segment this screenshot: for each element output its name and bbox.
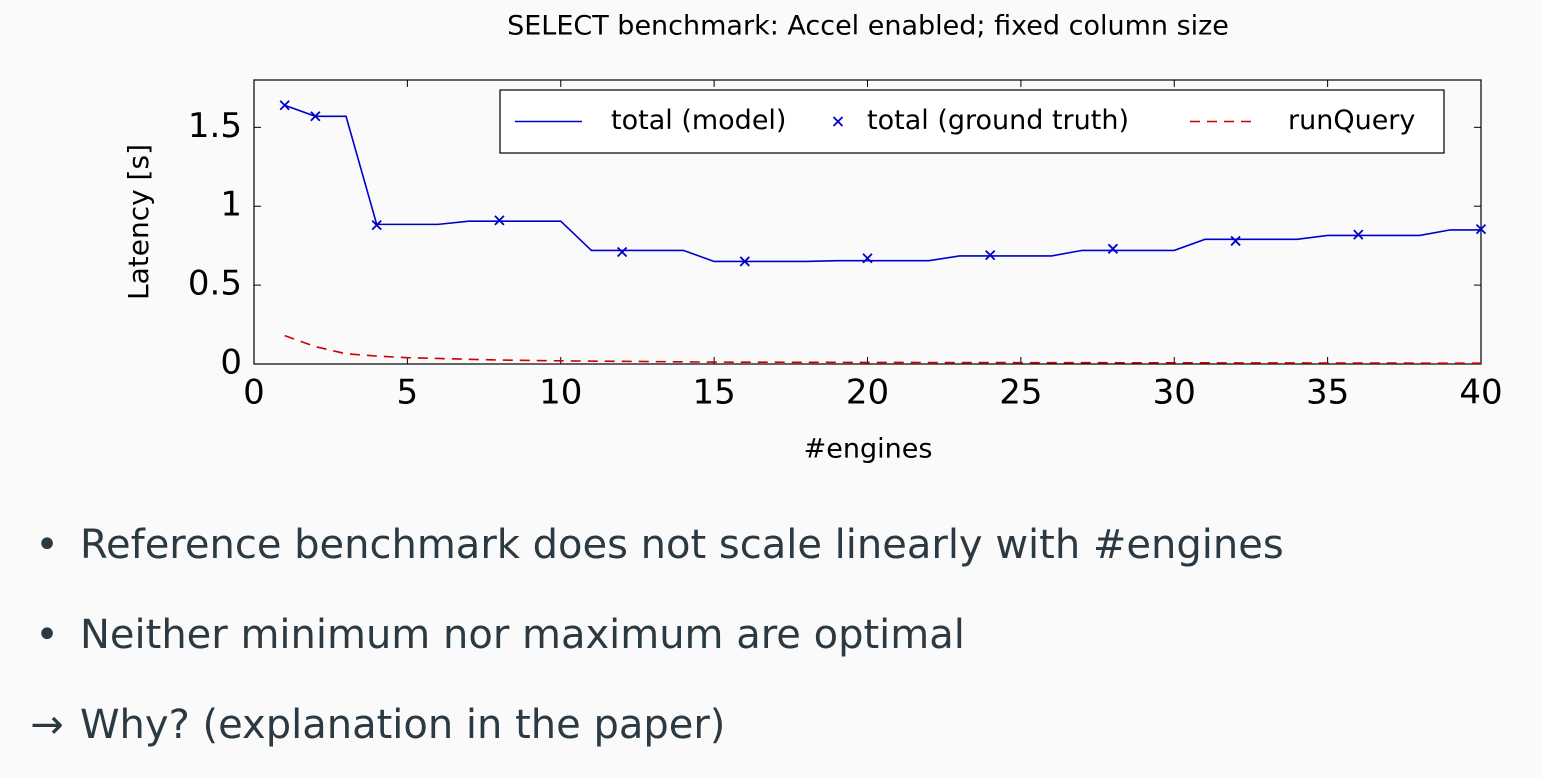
y-tick-label: 1: [220, 185, 242, 225]
x-tick-label: 30: [1153, 373, 1196, 413]
chart-title: SELECT benchmark: Accel enabled; fixed c…: [507, 11, 1229, 42]
x-tick-label: 35: [1306, 373, 1349, 413]
x-tick-label: 0: [243, 373, 265, 413]
bullet-text: Why? (explanation in the paper): [80, 702, 726, 748]
x-tick-label: 25: [999, 373, 1042, 413]
y-axis-label: Latency [s]: [122, 144, 155, 300]
data-point: [1475, 223, 1487, 235]
data-point: [1107, 243, 1119, 254]
data-point: [862, 253, 873, 264]
x-tick-label: 15: [692, 373, 735, 413]
series-line: [284, 104, 1481, 263]
series-line: [284, 334, 1482, 365]
x-tick-label: 20: [846, 373, 889, 413]
data-point: [1353, 229, 1364, 240]
y-tick-label: 0.5: [188, 264, 242, 304]
legend-marker: [832, 116, 844, 127]
data-point: [279, 100, 290, 111]
chart: SELECT benchmark: Accel enabled; fixed c…: [122, 11, 1503, 465]
bullet-text: Reference benchmark does not scale linea…: [80, 522, 1284, 568]
bullet-marker: •: [35, 612, 59, 658]
data-point: [739, 256, 750, 267]
x-tick-label: 40: [1459, 373, 1502, 413]
x-tick-label: 10: [539, 373, 582, 413]
legend-box: [499, 89, 1445, 154]
y-tick-label: 0: [220, 343, 242, 383]
data-point: [494, 215, 505, 226]
legend-label: total (model): [611, 105, 786, 136]
bullet-text: Neither minimum nor maximum are optimal: [80, 612, 965, 658]
legend-label: total (ground truth): [867, 105, 1129, 136]
legend-label: runQuery: [1288, 105, 1415, 136]
data-point: [371, 220, 382, 231]
bullet-marker: →: [30, 702, 64, 748]
x-axis-label: #engines: [804, 434, 933, 465]
data-point: [1230, 235, 1241, 247]
bullet-marker: •: [35, 522, 59, 568]
data-point: [616, 246, 628, 258]
x-tick-label: 5: [397, 373, 419, 413]
data-point: [985, 249, 996, 261]
y-tick-label: 1.5: [188, 106, 242, 146]
data-point: [310, 111, 321, 122]
